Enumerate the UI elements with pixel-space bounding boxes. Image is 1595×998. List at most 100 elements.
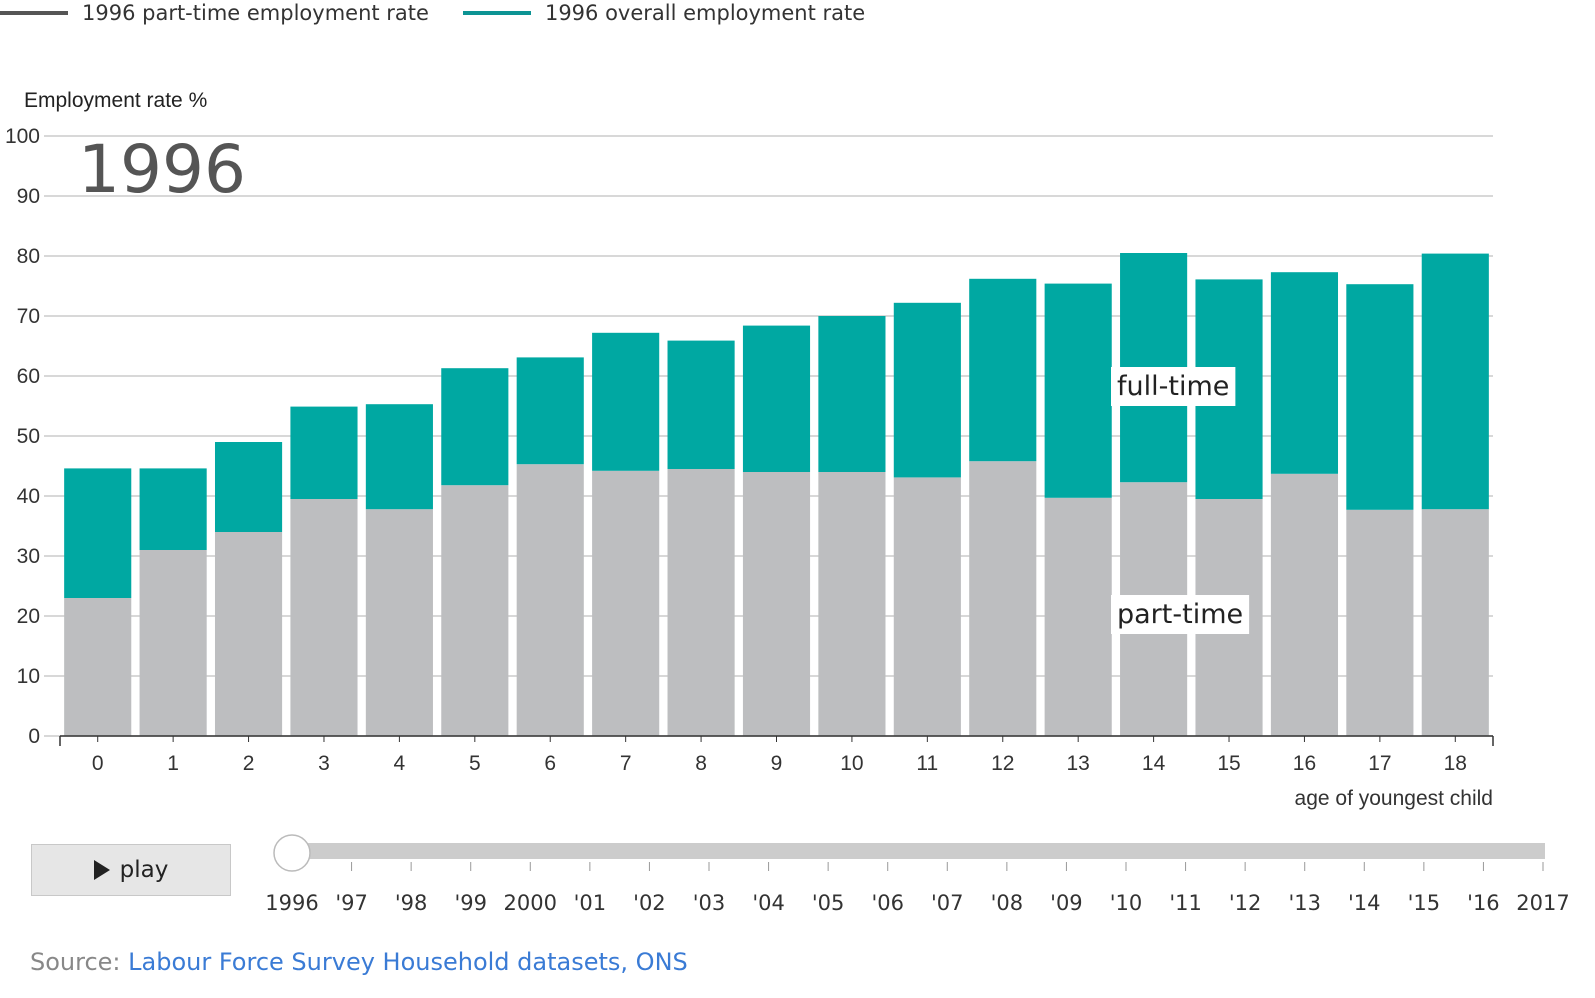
x-tick-label: 13: [1067, 752, 1090, 775]
bar-full-time: [441, 368, 509, 486]
bar-part-time: [365, 509, 433, 736]
bar-part-time: [818, 472, 886, 736]
bar-part-time: [64, 598, 132, 736]
year-slider[interactable]: 1996 '97 '98 '99 2000 '01 '02 '03 '04 '05 '06 '07 '0…: [262, 828, 1572, 928]
x-tick-label: 4: [394, 752, 406, 775]
bar-full-time: [1044, 283, 1112, 498]
slider-tick-label: '01: [574, 891, 607, 915]
x-tick-label: 15: [1217, 752, 1240, 775]
bar-part-time: [667, 469, 735, 736]
slider-tick-label: '04: [752, 891, 785, 915]
x-tick-label: 18: [1444, 752, 1467, 775]
y-tick-label: 30: [17, 545, 40, 568]
x-tick-label: 16: [1293, 752, 1316, 775]
bar-full-time: [64, 468, 132, 598]
bar-part-time: [592, 470, 660, 736]
full-time-label-text: full-time: [1117, 371, 1229, 402]
part-time-label-text: part-time: [1117, 599, 1243, 630]
bar-full-time: [290, 406, 358, 499]
bar-part-time: [1346, 509, 1414, 736]
y-tick-label: 20: [17, 605, 40, 628]
full-time-label: full-time: [1111, 367, 1236, 406]
slider-tick-label: '12: [1229, 891, 1262, 915]
x-tick-label: 9: [771, 752, 783, 775]
bar-part-time: [742, 472, 811, 736]
y-tick-label: 10: [17, 665, 40, 688]
bar-full-time: [1346, 284, 1414, 510]
slider-tick-label: '11: [1169, 891, 1202, 915]
bar-full-time: [592, 332, 660, 471]
x-tick-label: 1: [167, 752, 179, 775]
y-tick-label: 80: [17, 245, 40, 268]
y-axis-label: Employment rate %: [24, 89, 207, 112]
y-tick-label: 0: [28, 725, 40, 748]
x-tick-label: 5: [469, 752, 481, 775]
bar-full-time: [516, 357, 584, 465]
slider-tick-label: '98: [395, 891, 428, 915]
slider-tick-label: '14: [1348, 891, 1381, 915]
slider-tick-label: '16: [1467, 891, 1500, 915]
legend: 1996 part-time employment rate 1996 over…: [0, 0, 899, 26]
bar-part-time: [441, 485, 509, 736]
bar-part-time: [214, 532, 283, 736]
bar-full-time: [139, 468, 207, 550]
legend-item-part-time: 1996 part-time employment rate: [0, 1, 429, 25]
slider-tick-label: '13: [1288, 891, 1321, 915]
legend-swatch-overall: [462, 11, 531, 15]
bar-full-time: [1270, 272, 1339, 474]
part-time-label: part-time: [1111, 595, 1250, 634]
legend-label-overall: 1996 overall employment rate: [544, 1, 866, 25]
slider-track: [292, 843, 1545, 859]
play-icon: [93, 860, 110, 880]
bar-full-time: [214, 442, 283, 532]
bar-full-time: [969, 278, 1037, 462]
slider-tick-label: '02: [633, 891, 666, 915]
bar-part-time: [1421, 509, 1489, 736]
x-tick-label: 6: [544, 752, 556, 775]
play-button[interactable]: play: [31, 844, 231, 896]
x-tick-label: 8: [695, 752, 707, 775]
bar-full-time: [893, 302, 961, 478]
part-time-label-bg: [1111, 595, 1250, 634]
slider-handle[interactable]: [273, 834, 311, 872]
slider-tick-label: 1996: [265, 891, 318, 915]
x-tick-label: 11: [916, 752, 938, 775]
slider-tick-label: '05: [812, 891, 845, 915]
y-tick-label: 50: [17, 425, 40, 448]
slider-tick-label: '10: [1110, 891, 1143, 915]
legend-label-part-time: 1996 part-time employment rate: [82, 1, 429, 25]
slider-tick-label: 2017: [1516, 891, 1569, 915]
y-tick-label: 100: [5, 125, 40, 148]
legend-swatch-part-time: [0, 11, 68, 15]
bar-part-time: [893, 477, 961, 736]
play-button-label: play: [119, 857, 169, 883]
bar-part-time: [290, 499, 358, 736]
slider-tick-label: 2000: [504, 891, 557, 915]
slider-tick-label: '99: [454, 891, 487, 915]
slider-tick-label: '03: [693, 891, 726, 915]
legend-item-overall: 1996 overall employment rate: [462, 1, 866, 25]
bar-part-time: [1044, 497, 1112, 736]
full-time-label-bg: [1111, 367, 1236, 406]
source-note: Source: Labour Force Survey Household da…: [30, 948, 688, 976]
bar-part-time: [516, 464, 584, 736]
x-tick-label: 10: [840, 752, 863, 775]
source-link[interactable]: Labour Force Survey Household datasets, …: [128, 948, 688, 976]
y-tick-label: 60: [17, 365, 40, 388]
x-tick-label: 7: [620, 752, 632, 775]
x-tick-label: 12: [991, 752, 1014, 775]
slider-tick-label: '07: [931, 891, 964, 915]
source-prefix: Source:: [30, 948, 129, 976]
slider-tick-label: '08: [991, 891, 1024, 915]
x-tick-label: 17: [1368, 752, 1391, 775]
bar-full-time: [818, 316, 886, 472]
x-tick-label: 0: [92, 752, 104, 775]
x-axis-label: age of youngest child: [1295, 787, 1493, 810]
bar-full-time: [365, 404, 433, 510]
bar-part-time: [969, 461, 1037, 736]
y-tick-label: 90: [17, 185, 40, 208]
x-tick-label: 14: [1142, 752, 1166, 775]
x-tick-label: 3: [318, 752, 330, 775]
slider-tick-label: '06: [871, 891, 904, 915]
bar-full-time: [742, 325, 811, 472]
